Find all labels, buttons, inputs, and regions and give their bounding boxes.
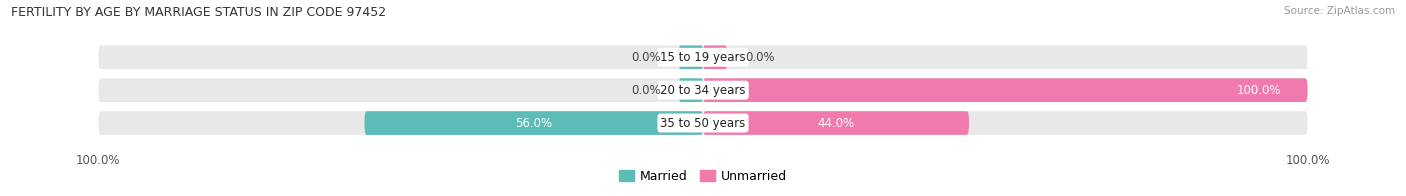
Text: 44.0%: 44.0% [817,117,855,130]
Text: FERTILITY BY AGE BY MARRIAGE STATUS IN ZIP CODE 97452: FERTILITY BY AGE BY MARRIAGE STATUS IN Z… [11,6,387,19]
FancyBboxPatch shape [679,45,703,69]
FancyBboxPatch shape [98,45,1308,69]
FancyBboxPatch shape [703,45,727,69]
Text: 15 to 19 years: 15 to 19 years [661,51,745,64]
Text: 0.0%: 0.0% [631,51,661,64]
FancyBboxPatch shape [679,78,703,102]
FancyBboxPatch shape [703,111,969,135]
Text: 20 to 34 years: 20 to 34 years [661,84,745,97]
Text: 0.0%: 0.0% [631,84,661,97]
Text: Source: ZipAtlas.com: Source: ZipAtlas.com [1284,6,1395,16]
FancyBboxPatch shape [703,78,1308,102]
Text: 56.0%: 56.0% [515,117,553,130]
FancyBboxPatch shape [98,111,1308,135]
FancyBboxPatch shape [364,111,703,135]
Text: 35 to 50 years: 35 to 50 years [661,117,745,130]
Text: 100.0%: 100.0% [1237,84,1281,97]
Legend: Married, Unmarried: Married, Unmarried [613,165,793,188]
FancyBboxPatch shape [98,78,1308,102]
Text: 0.0%: 0.0% [745,51,775,64]
